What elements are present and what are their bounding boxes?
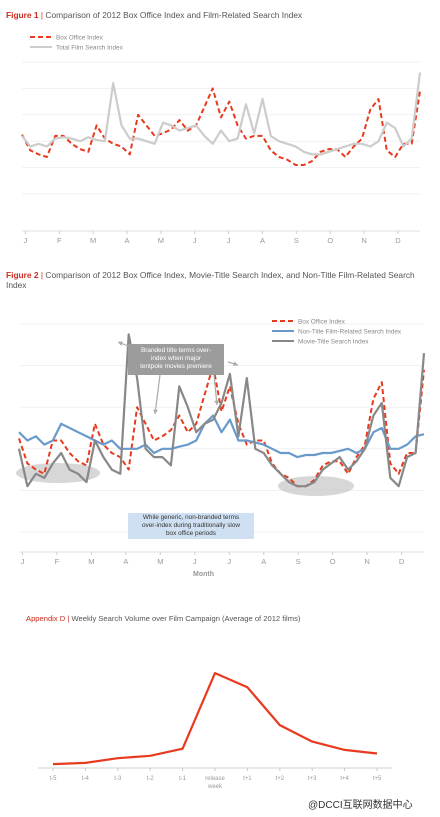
- highlight-ellipse: [16, 463, 100, 483]
- x-tick-label: A: [124, 236, 129, 245]
- figure3-title-text: Weekly Search Volume over Film Campaign …: [71, 614, 301, 623]
- x-tick-label: t+2: [276, 776, 285, 782]
- x-tick-label: M: [158, 236, 164, 245]
- figure2-label: Figure 2: [6, 270, 39, 280]
- series-line-non-title-film-related-search-index: [18, 414, 425, 459]
- x-tick-label: J: [227, 236, 231, 245]
- x-tick-label: J: [24, 236, 28, 245]
- x-tick-label: t+4: [340, 776, 349, 782]
- annotation-branded: Branded title terms over- index when maj…: [128, 344, 224, 375]
- figure1-sep: |: [40, 10, 44, 20]
- figure1-title-text: Comparison of 2012 Box Office Index and …: [45, 10, 303, 20]
- series-line-weekly-search: [52, 672, 378, 766]
- x-tick-label: M: [88, 557, 94, 566]
- x-tick-label: t-1: [179, 776, 187, 782]
- x-tick-label: D: [399, 557, 405, 566]
- x-tick-label: J: [21, 557, 25, 566]
- x-tick-label: t+3: [308, 776, 317, 782]
- annotation-generic-line3: box office periods: [166, 530, 216, 537]
- figure2-sep: |: [40, 270, 44, 280]
- x-tick-label: t-4: [82, 776, 90, 782]
- x-tick-label: J: [193, 236, 197, 245]
- annotation-generic: While generic, non-branded terms over-in…: [128, 513, 254, 539]
- x-tick-label: N: [361, 236, 366, 245]
- x-tick-label: N: [364, 557, 369, 566]
- figure3-title: Appendix D | Weekly Search Volume over F…: [26, 614, 300, 624]
- x-tick-label: week: [207, 784, 223, 790]
- x-tick-label: M: [90, 236, 96, 245]
- figure1-label: Figure 1: [6, 10, 39, 20]
- chart3: t-5 t-4 t-3 t-2 t-1 release week t+1 t+2 t+3 t+4 t+…: [38, 672, 392, 790]
- annotation-arrow: [213, 374, 218, 406]
- annotation-arrow: [154, 374, 161, 415]
- x-axis-label: Month: [193, 571, 214, 578]
- figure1-title: Figure 1 | Comparison of 2012 Box Office…: [6, 10, 302, 20]
- x-tick-label: A: [123, 557, 128, 566]
- series-line-box-office-index: [18, 364, 425, 488]
- x-tick-label: S: [296, 557, 301, 566]
- x-tick-label: t+1: [243, 776, 252, 782]
- x-tick-label: t-5: [49, 776, 57, 782]
- highlight-ellipse: [278, 476, 354, 496]
- chart2: J F M A M J J A S O N D Month Box Office Index Non-Tit…: [16, 319, 426, 578]
- annotation-arrowhead: [214, 400, 219, 405]
- annotation-branded-line2: index when major: [150, 355, 202, 362]
- x-tick-label: F: [57, 236, 62, 245]
- legend-label-box-office-index: Box Office Index: [56, 35, 104, 42]
- legend-label-box-office-index: Box Office Index: [298, 319, 346, 326]
- annotation-arrowhead: [233, 361, 238, 367]
- x-tick-label: D: [395, 236, 401, 245]
- legend-label-non-title-film-related-search-index: Non-Title Film-Related Search Index: [298, 329, 402, 336]
- x-tick-label: J: [227, 557, 231, 566]
- series-line-box-office-index: [21, 87, 421, 166]
- chart1: J F M A M J J A S O N D Box Office Index Total Film S…: [21, 35, 422, 245]
- annotation-arrowhead: [153, 409, 158, 414]
- x-tick-label: t+5: [373, 776, 382, 782]
- figure3-sep: |: [67, 614, 70, 623]
- legend-label-total-film-search-index: Total Film Search Index: [56, 45, 124, 52]
- x-tick-label: A: [260, 236, 265, 245]
- x-tick-label: O: [330, 557, 336, 566]
- x-tick-label: t-3: [114, 776, 122, 782]
- x-tick-label: release: [205, 776, 225, 782]
- figure2-title-text: Comparison of 2012 Box Office Index, Mov…: [6, 270, 415, 290]
- figure3-label: Appendix D: [26, 614, 66, 623]
- x-tick-label: S: [294, 236, 299, 245]
- annotation-arrowhead: [118, 341, 123, 346]
- x-tick-label: J: [193, 557, 197, 566]
- series-line-total-film-search-index: [21, 72, 422, 156]
- x-tick-label: A: [261, 557, 266, 566]
- annotation-generic-line1: While generic, non-branded terms: [142, 514, 240, 521]
- figure2-title: Figure 2 | Comparison of 2012 Box Office…: [6, 270, 426, 290]
- legend-label-movie-title-search-index: Movie-Title Search Index: [298, 339, 369, 346]
- annotation-branded-line1: Branded title terms over-: [141, 347, 211, 354]
- x-tick-label: F: [55, 557, 60, 566]
- x-tick-label: O: [327, 236, 333, 245]
- x-tick-label: t-2: [147, 776, 155, 782]
- annotation-generic-line2: over-index during traditionally slow: [141, 522, 241, 529]
- annotation-branded-line3: tentpole movies premiere: [140, 363, 212, 370]
- x-tick-label: M: [157, 557, 163, 566]
- series-line-movie-title-search-index: [17, 333, 426, 488]
- watermark: @DCCI互联网数据中心: [308, 800, 413, 811]
